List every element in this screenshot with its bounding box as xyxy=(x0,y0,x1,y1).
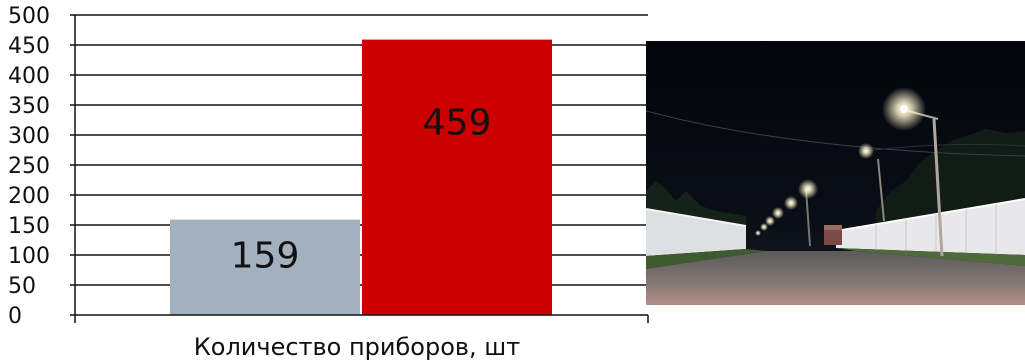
bar-1 xyxy=(170,219,360,315)
y-tick-label-150: 150 xyxy=(8,214,50,239)
bar-chart: 0 50 100 150 200 250 300 350 400 450 500 159 459 Ко… xyxy=(8,4,649,361)
bar-2 xyxy=(362,39,552,315)
y-tick-label-200: 200 xyxy=(8,184,50,209)
y-tick-label-300: 300 xyxy=(8,124,50,149)
data-labels: 159 459 xyxy=(231,103,492,277)
y-tick-label-500: 500 xyxy=(8,4,50,29)
x-axis-title: Количество приборов, шт xyxy=(194,333,521,361)
y-tick-labels: 0 50 100 150 200 250 300 350 400 450 500 xyxy=(8,4,50,329)
y-tick-label-350: 350 xyxy=(8,94,50,119)
y-tick-label-50: 50 xyxy=(8,274,36,299)
y-tick-label-100: 100 xyxy=(8,244,50,269)
y-tick-label-0: 0 xyxy=(8,304,22,329)
bars xyxy=(170,39,552,315)
grid-lines xyxy=(70,14,648,286)
data-label-2: 459 xyxy=(423,103,492,144)
axes xyxy=(70,15,649,323)
data-label-1: 159 xyxy=(231,236,300,277)
y-tick-label-250: 250 xyxy=(8,154,50,179)
y-tick-label-450: 450 xyxy=(8,34,50,59)
y-tick-label-400: 400 xyxy=(8,64,50,89)
night-street-lighting-photo xyxy=(646,41,1025,305)
